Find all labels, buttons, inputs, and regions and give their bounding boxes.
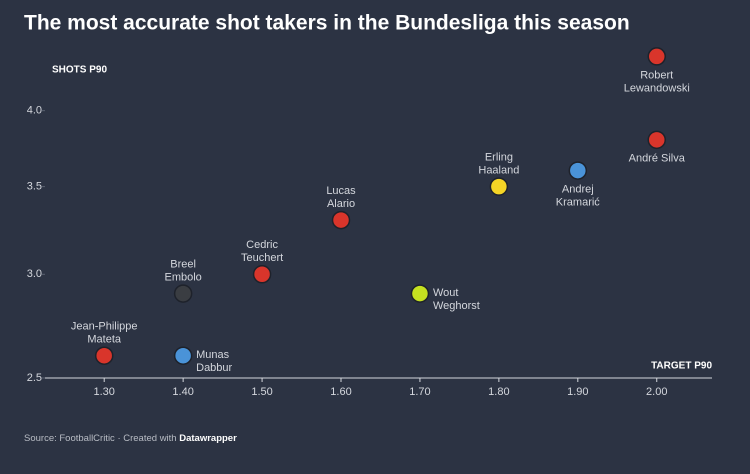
point-label: Jean-Philippe (71, 321, 138, 333)
point (252, 265, 272, 284)
x-tick-label: 1.40 (172, 386, 193, 398)
x-axis-title: TARGET P90 (651, 361, 712, 372)
point-label: André Silva (629, 153, 686, 165)
point-label: Mateta (87, 334, 122, 346)
chart-title: The most accurate shot takers in the Bun… (24, 12, 630, 35)
point-label: Lewandowski (624, 82, 690, 94)
point-label: Alario (327, 198, 355, 210)
y-tick-label: 3.0 (27, 268, 42, 280)
point-label: Andrej (562, 183, 594, 195)
point (568, 161, 588, 180)
point-label: Robert (640, 69, 673, 81)
point (647, 130, 666, 150)
x-tick-label: 1.30 (93, 386, 114, 398)
x-tick-label: 1.80 (488, 386, 509, 398)
point-label: Breel (170, 258, 196, 270)
point-label: Embolo (164, 271, 201, 283)
x-tick-label: 2.00 (646, 386, 667, 398)
credit: Datawrapper (179, 433, 237, 444)
y-tick-label: 2.5 (27, 372, 42, 384)
x-tick-label: 1.60 (330, 386, 351, 398)
point-label: Wout (433, 287, 458, 299)
point-label: Erling (485, 152, 513, 164)
point (489, 177, 509, 196)
point-label: Dabbur (196, 362, 232, 374)
point-label: Lucas (326, 185, 356, 197)
point-label: Kramarić (556, 196, 601, 208)
point-label: Munas (196, 349, 230, 361)
y-axis-title: SHOTS P90 (52, 65, 107, 76)
x-tick-label: 1.50 (251, 386, 272, 398)
point (331, 210, 351, 230)
source: Source: FootballCritic · Created with Da… (24, 433, 237, 444)
point (647, 47, 666, 66)
point-label: Haaland (478, 165, 519, 177)
point-label: Teuchert (241, 252, 283, 264)
point-label: Weghorst (433, 300, 480, 312)
y-tick-label: 3.5 (27, 181, 42, 193)
point (173, 346, 193, 365)
point (173, 284, 193, 303)
point-label: Cedric (246, 239, 278, 251)
point (410, 284, 430, 303)
point (94, 346, 114, 365)
y-tick-label: 4.0 (27, 105, 42, 117)
source-text: Source: FootballCritic · Created with (24, 433, 177, 444)
x-tick-label: 1.90 (567, 386, 588, 398)
x-tick-label: 1.70 (409, 386, 430, 398)
